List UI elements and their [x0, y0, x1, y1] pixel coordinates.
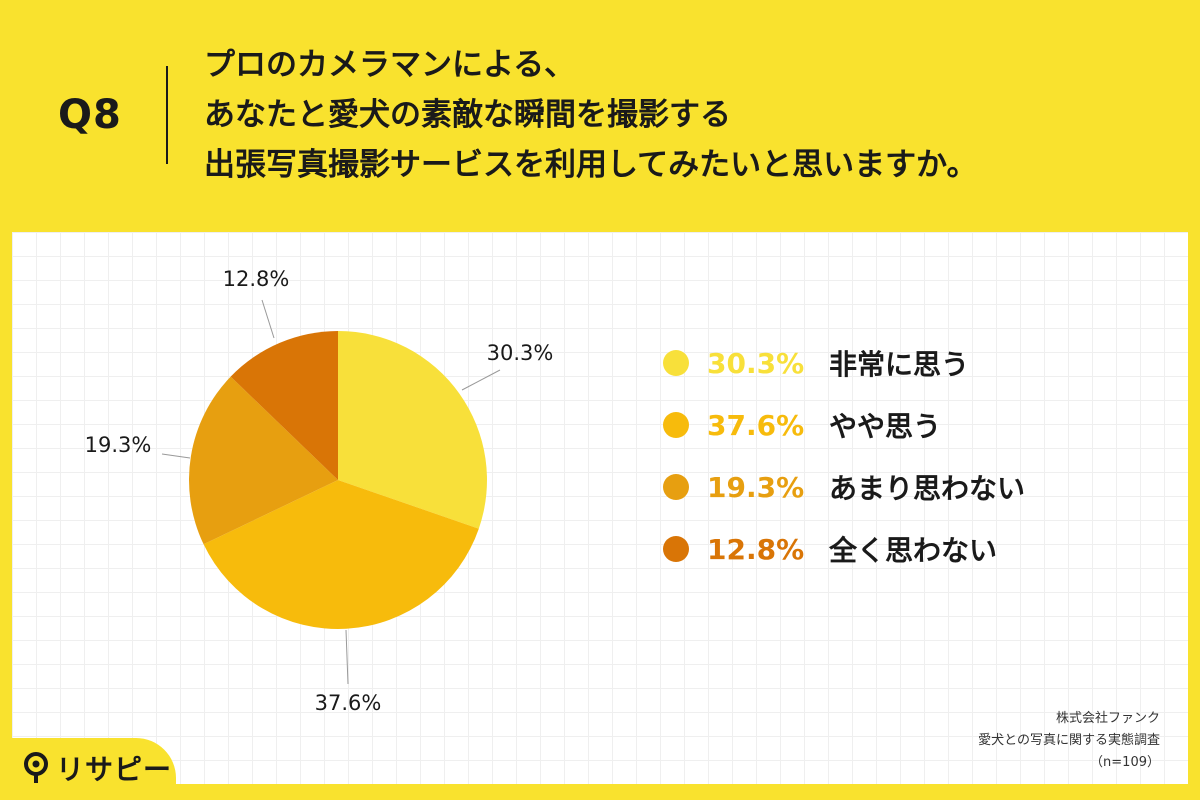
source-sample: （n=109） — [1090, 755, 1160, 770]
pie-slice — [230, 331, 338, 480]
legend-item: 12.8% 全く思わない — [663, 518, 1123, 580]
leader-line — [161, 453, 191, 459]
question-line: プロのカメラマンによる、 — [204, 47, 576, 83]
pie-slice — [188, 376, 338, 545]
magnifier-pin-icon — [24, 752, 48, 783]
legend-percent: 37.6% — [707, 408, 805, 442]
data-label: 30.3% — [487, 341, 554, 365]
source-company: 株式会社ファンク — [1055, 711, 1160, 726]
question-number: Q8 — [58, 92, 122, 138]
legend-percent: 12.8% — [707, 532, 805, 566]
legend-percent: 19.3% — [707, 470, 805, 504]
legend-label: 非常に思う — [829, 348, 970, 381]
leader-line — [261, 299, 275, 339]
pie-chart: 30.3% 37.6% 19.3% 12.8% — [85, 267, 554, 715]
source-survey: 愛犬との写真に関する実態調査 — [978, 733, 1160, 748]
pie-slice — [203, 480, 479, 630]
legend-item: 37.6% やや思う — [663, 394, 1123, 456]
question-divider — [166, 66, 168, 164]
legend-dot — [663, 536, 689, 562]
legend-dot — [663, 350, 689, 376]
question-line: あなたと愛犬の素敵な瞬間を撮影する — [204, 97, 731, 133]
legend-item: 30.3% 非常に思う — [663, 332, 1123, 394]
data-label: 12.8% — [223, 267, 290, 291]
legend-dot — [663, 412, 689, 438]
data-label: 19.3% — [85, 433, 152, 457]
question-line: 出張写真撮影サービスを利用してみたいと思いますか。 — [204, 147, 978, 183]
pie-slice — [338, 331, 487, 529]
brand-name: リサピー — [56, 753, 173, 786]
legend-item: 19.3% あまり思わない — [663, 456, 1123, 518]
leader-line — [345, 629, 349, 685]
legend-percent: 30.3% — [707, 346, 805, 380]
chart-panel: 30.3% 37.6% 19.3% 12.8% 30.3% 非常に思う 37.6% や… — [12, 232, 1188, 784]
data-label: 37.6% — [315, 691, 382, 715]
chart-legend: 30.3% 非常に思う 37.6% やや思う 19.3% あまり思わない 12.… — [663, 332, 1123, 580]
brand-logo: リサピー — [22, 748, 172, 788]
question-text: プロのカメラマンによる、 あなたと愛犬の素敵な瞬間を撮影する 出張写真撮影サービ… — [204, 40, 1184, 190]
leader-line — [461, 369, 501, 391]
legend-dot — [663, 474, 689, 500]
source-note: 株式会社ファンク 愛犬との写真に関する実態調査 （n=109） — [840, 708, 1160, 774]
legend-label: あまり思わない — [829, 472, 1026, 505]
legend-label: 全く思わない — [829, 534, 998, 567]
legend-label: やや思う — [829, 410, 942, 443]
